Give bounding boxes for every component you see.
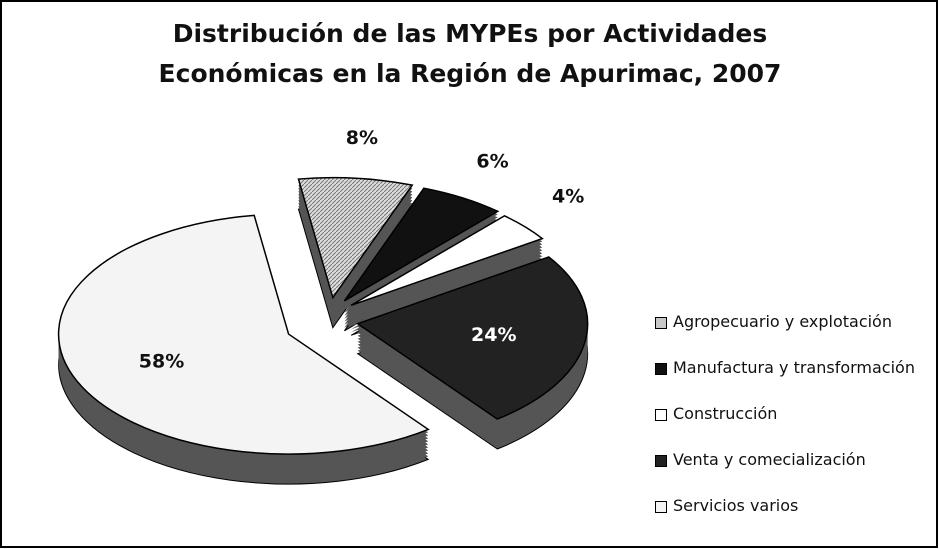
legend-swatch: [655, 455, 667, 467]
legend-swatch: [655, 363, 667, 375]
chart-title: Distribución de las MYPEs por Actividade…: [158, 19, 782, 88]
legend-swatch: [655, 409, 667, 421]
data-label: 24%: [471, 324, 516, 346]
legend-item: Agropecuario y explotación: [655, 312, 935, 331]
data-label: 4%: [552, 185, 584, 207]
legend-label: Venta y comecialización: [673, 450, 866, 469]
legend-label: Construcción: [673, 404, 778, 423]
legend-swatch: [655, 501, 667, 513]
legend-item: Venta y comecialización: [655, 450, 935, 469]
data-label: 6%: [476, 151, 508, 173]
legend-label: Agropecuario y explotación: [673, 312, 892, 331]
legend-label: Servicios varios: [673, 496, 799, 515]
legend-label: Manufactura y transformación: [673, 358, 915, 377]
slice: [355, 256, 589, 420]
slice: [343, 187, 500, 302]
data-label: 58%: [139, 351, 184, 373]
legend-item: Construcción: [655, 404, 935, 423]
legend-item: Manufactura y transformación: [655, 358, 935, 377]
legend-swatch: [655, 317, 667, 329]
slice: [57, 214, 430, 455]
slice: [350, 215, 544, 307]
data-label: 8%: [346, 127, 378, 149]
pie: 8% 6% 4% 24% 58%: [57, 127, 589, 485]
legend-item: Servicios varios: [655, 496, 935, 515]
slice: [297, 176, 414, 300]
